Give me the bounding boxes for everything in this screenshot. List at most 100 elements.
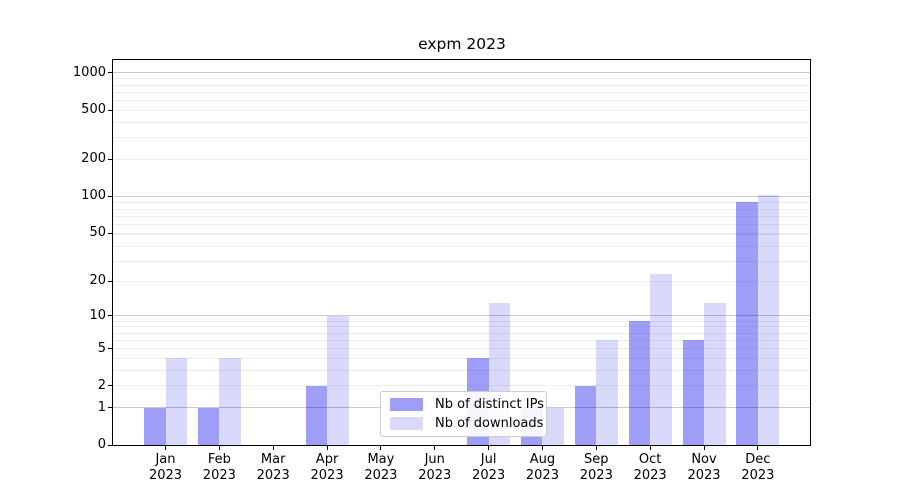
x-tick-mark (434, 446, 436, 450)
gridline-minor (113, 332, 810, 334)
legend: Nb of distinct IPs Nb of downloads (380, 391, 547, 437)
x-tick-year: 2023 (687, 467, 721, 483)
y-tick-label: 500 (81, 102, 106, 118)
y-tick-mark (108, 315, 113, 317)
y-tick-mark (108, 72, 113, 74)
y-tick-label: 0 (97, 437, 106, 452)
gridline-minor (113, 78, 810, 80)
gridline-minor (113, 224, 810, 225)
x-tick-month: Dec (745, 452, 771, 467)
x-tick-year: 2023 (364, 467, 398, 483)
x-tick-month: Apr (315, 452, 339, 467)
x-tick-year: 2023 (472, 467, 506, 483)
y-tick-mark (108, 232, 113, 234)
legend-label-downloads: Nb of downloads (435, 416, 544, 432)
gridline-minor (113, 208, 810, 210)
x-tick-label: Apr 2023 (295, 452, 359, 483)
gridline-minor (113, 232, 810, 234)
gridline-minor (113, 261, 810, 263)
y-tick-label: 200 (81, 151, 106, 167)
y-tick-mark (108, 407, 113, 409)
bar-distinct-ips (628, 321, 651, 445)
gridline-minor (113, 280, 810, 282)
x-tick-year: 2023 (525, 467, 559, 483)
x-tick-mark (488, 446, 490, 450)
gridline-minor (113, 91, 810, 93)
x-tick-mark (272, 446, 274, 450)
legend-item-distinct-ips: Nb of distinct IPs (390, 397, 544, 412)
gridline-minor (113, 100, 810, 101)
x-tick-mark (595, 446, 597, 450)
x-tick-year: 2023 (310, 467, 344, 483)
gridline-major (113, 195, 810, 197)
gridline-minor (113, 339, 810, 341)
legend-item-downloads: Nb of downloads (390, 416, 543, 431)
x-tick-label: Feb 2023 (187, 452, 251, 483)
gridline-minor (113, 357, 810, 359)
chart-title: expm 2023 (418, 35, 506, 53)
x-tick-month: Jun (424, 452, 445, 467)
bar-downloads (542, 407, 564, 445)
y-tick-mark (108, 444, 113, 446)
bar-downloads (596, 340, 618, 445)
gridline-minor (113, 121, 810, 123)
x-tick-month: Nov (691, 452, 717, 467)
x-tick-label: Dec 2023 (726, 452, 790, 483)
gridline-minor (113, 320, 810, 322)
y-tick-mark (108, 158, 113, 160)
gridline-minor (113, 202, 810, 204)
x-tick-mark (380, 446, 382, 450)
bar-distinct-ips (305, 385, 328, 445)
x-tick-month: Sep (584, 452, 609, 467)
plot-area (112, 59, 811, 446)
bar-downloads (219, 358, 241, 445)
x-tick-mark (703, 446, 705, 450)
y-tick-mark (108, 195, 113, 197)
x-tick-label: Jan 2023 (134, 452, 198, 483)
y-tick-label: 100 (81, 188, 106, 204)
x-tick-month: Mar (260, 452, 286, 467)
gridline-minor (113, 137, 810, 139)
gridline-minor (113, 245, 810, 247)
x-tick-mark (218, 446, 220, 450)
x-tick-label: Oct 2023 (618, 452, 682, 483)
legend-swatch-distinct-ips (390, 397, 423, 411)
x-tick-year: 2023 (579, 467, 613, 483)
gridline-major (113, 72, 810, 74)
gridline-minor (113, 215, 810, 217)
gridline-minor (113, 348, 810, 349)
bar-downloads (165, 358, 187, 445)
x-tick-month: Aug (529, 452, 556, 467)
bar-distinct-ips (144, 407, 166, 445)
legend-swatch-downloads (390, 417, 423, 431)
bar-distinct-ips (197, 407, 220, 445)
x-tick-year: 2023 (418, 467, 452, 483)
x-tick-label: Jul 2023 (457, 452, 521, 483)
gridline-minor (113, 326, 810, 328)
x-tick-year: 2023 (633, 467, 667, 483)
y-tick-mark (108, 109, 113, 111)
gridline-minor (113, 84, 810, 86)
x-tick-label: Jun 2023 (403, 452, 467, 483)
y-tick-mark (108, 348, 113, 349)
x-tick-label: Sep 2023 (564, 452, 628, 483)
y-tick-label: 50 (89, 225, 106, 241)
bar-downloads (704, 302, 726, 445)
x-tick-label: Aug 2023 (510, 452, 574, 483)
gridline-minor (113, 233, 810, 235)
bar-distinct-ips (736, 202, 758, 445)
x-tick-year: 2023 (148, 467, 183, 483)
x-tick-month: Oct (638, 452, 662, 467)
legend-label-distinct-ips: Nb of distinct IPs (435, 396, 544, 412)
x-tick-label: Nov 2023 (672, 452, 736, 483)
x-tick-label: Mar 2023 (241, 452, 305, 483)
gridline-minor (113, 369, 810, 371)
x-tick-month: May (367, 452, 395, 467)
y-tick-label: 10 (89, 307, 106, 323)
x-tick-mark (165, 446, 166, 450)
bar-downloads (757, 194, 780, 445)
y-tick-mark (108, 280, 113, 282)
y-tick-label: 1000 (72, 64, 106, 80)
y-tick-mark (108, 385, 113, 387)
